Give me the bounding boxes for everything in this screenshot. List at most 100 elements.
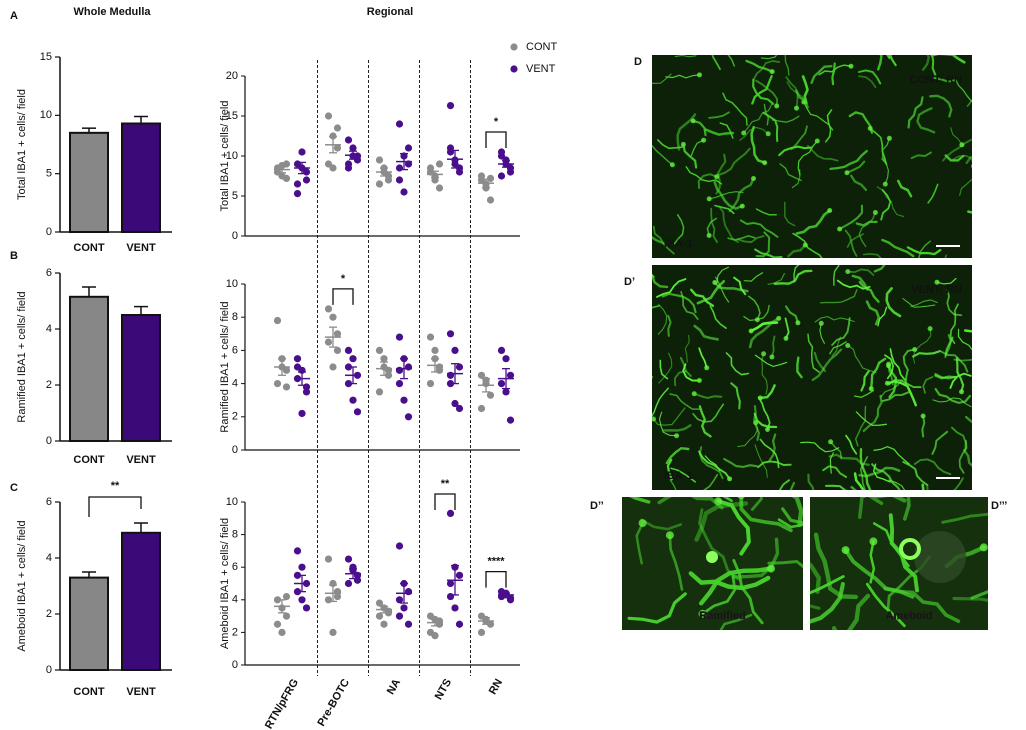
microglia-process [850,174,868,192]
data-point [302,168,311,176]
microglia-process [829,441,843,460]
microglia-soma [996,332,1001,337]
x-tick-label: NA [385,677,403,697]
microglia-soma [769,69,775,75]
microglia-soma [802,242,808,248]
micrograph [810,497,988,630]
microglia-process [692,403,725,423]
data-point [293,355,302,363]
micrograph [622,497,803,630]
data-point [404,620,413,628]
microglia-process [950,127,963,146]
data-point [431,632,439,640]
microglia-soma [739,203,745,209]
microglia-process [750,125,766,164]
microglia-process [793,265,800,283]
data-point [455,571,464,579]
microglia-soma [844,170,850,176]
microglia-process [858,75,877,89]
microglia-process [736,235,765,244]
data-point [477,176,486,184]
microglia-process [921,415,926,438]
data-point [384,366,393,374]
legend-marker [510,65,518,73]
data-point [298,148,306,156]
microglia-soma [920,413,926,419]
microglia-soma [652,416,656,422]
microglia-process [847,593,871,630]
microglia-process [940,350,969,373]
microglia-process [965,155,972,164]
data-point [426,380,435,388]
microglia-soma [698,609,707,618]
data-point [502,156,510,164]
microglia-process [862,394,883,432]
data-point [353,576,362,584]
data-point [302,388,311,396]
microglia-process [829,149,868,171]
data-point [324,338,333,346]
ameboid-cell [899,538,921,560]
data-point [375,388,384,396]
microglia-process [902,461,929,487]
microglia-process [771,335,776,358]
data-point [344,136,353,144]
microglia-soma [751,176,756,181]
column-title: Whole Medulla [74,6,152,18]
microglia-process [763,103,770,126]
significance-bracket [88,496,142,517]
microglia-process [652,73,672,85]
bar [69,295,109,442]
microglia-process [880,189,892,221]
microglia-process [853,472,865,490]
microglia-process [855,411,888,427]
data-point [395,164,404,172]
microglia-process [921,55,931,71]
microglia-process [652,305,660,310]
microglia-soma [690,118,696,124]
data-point [344,579,353,588]
data-point [293,190,302,198]
micrograph-background [652,55,972,258]
panel-label: C [10,482,18,494]
microglia-soma [665,531,674,540]
microglia-process [752,60,781,81]
y-tick-label: 10 [226,150,238,162]
microglia-soma [1000,156,1005,161]
panel-label: B [10,250,18,262]
microglia-process [706,217,718,237]
data-point [273,316,282,325]
y-tick-label: 0 [46,226,52,238]
microglia-process [801,75,809,105]
data-point [293,571,302,579]
microglia-soma [710,38,715,43]
microglia-process [690,139,705,157]
y-tick-label: 5 [232,190,238,202]
microglia-process [869,127,888,166]
microglia-process [699,566,774,606]
ramified-soma [706,551,718,563]
microglia-process [665,446,690,465]
microglia-process [739,497,793,533]
microglia-process [829,341,847,355]
significance-bracket [332,288,354,305]
data-point [349,396,357,404]
y-tick-label: 6 [232,561,238,573]
microglia-process [652,236,665,245]
microglia-process [931,430,949,455]
y-tick-label: 8 [232,311,238,323]
data-point [278,628,286,637]
microglia-process [858,211,877,248]
microglia-soma [912,347,918,352]
microglia-soma [837,226,843,232]
microglia-process [714,204,735,215]
data-point [435,366,444,374]
y-axis-label: Total IBA1 + cells/ field [16,89,28,200]
microglia-process [715,153,727,195]
microglia-process [822,465,848,478]
microglia-process [870,497,907,503]
microglia-process [810,575,845,595]
microglia-process [785,76,799,110]
microglia-process [910,151,932,160]
